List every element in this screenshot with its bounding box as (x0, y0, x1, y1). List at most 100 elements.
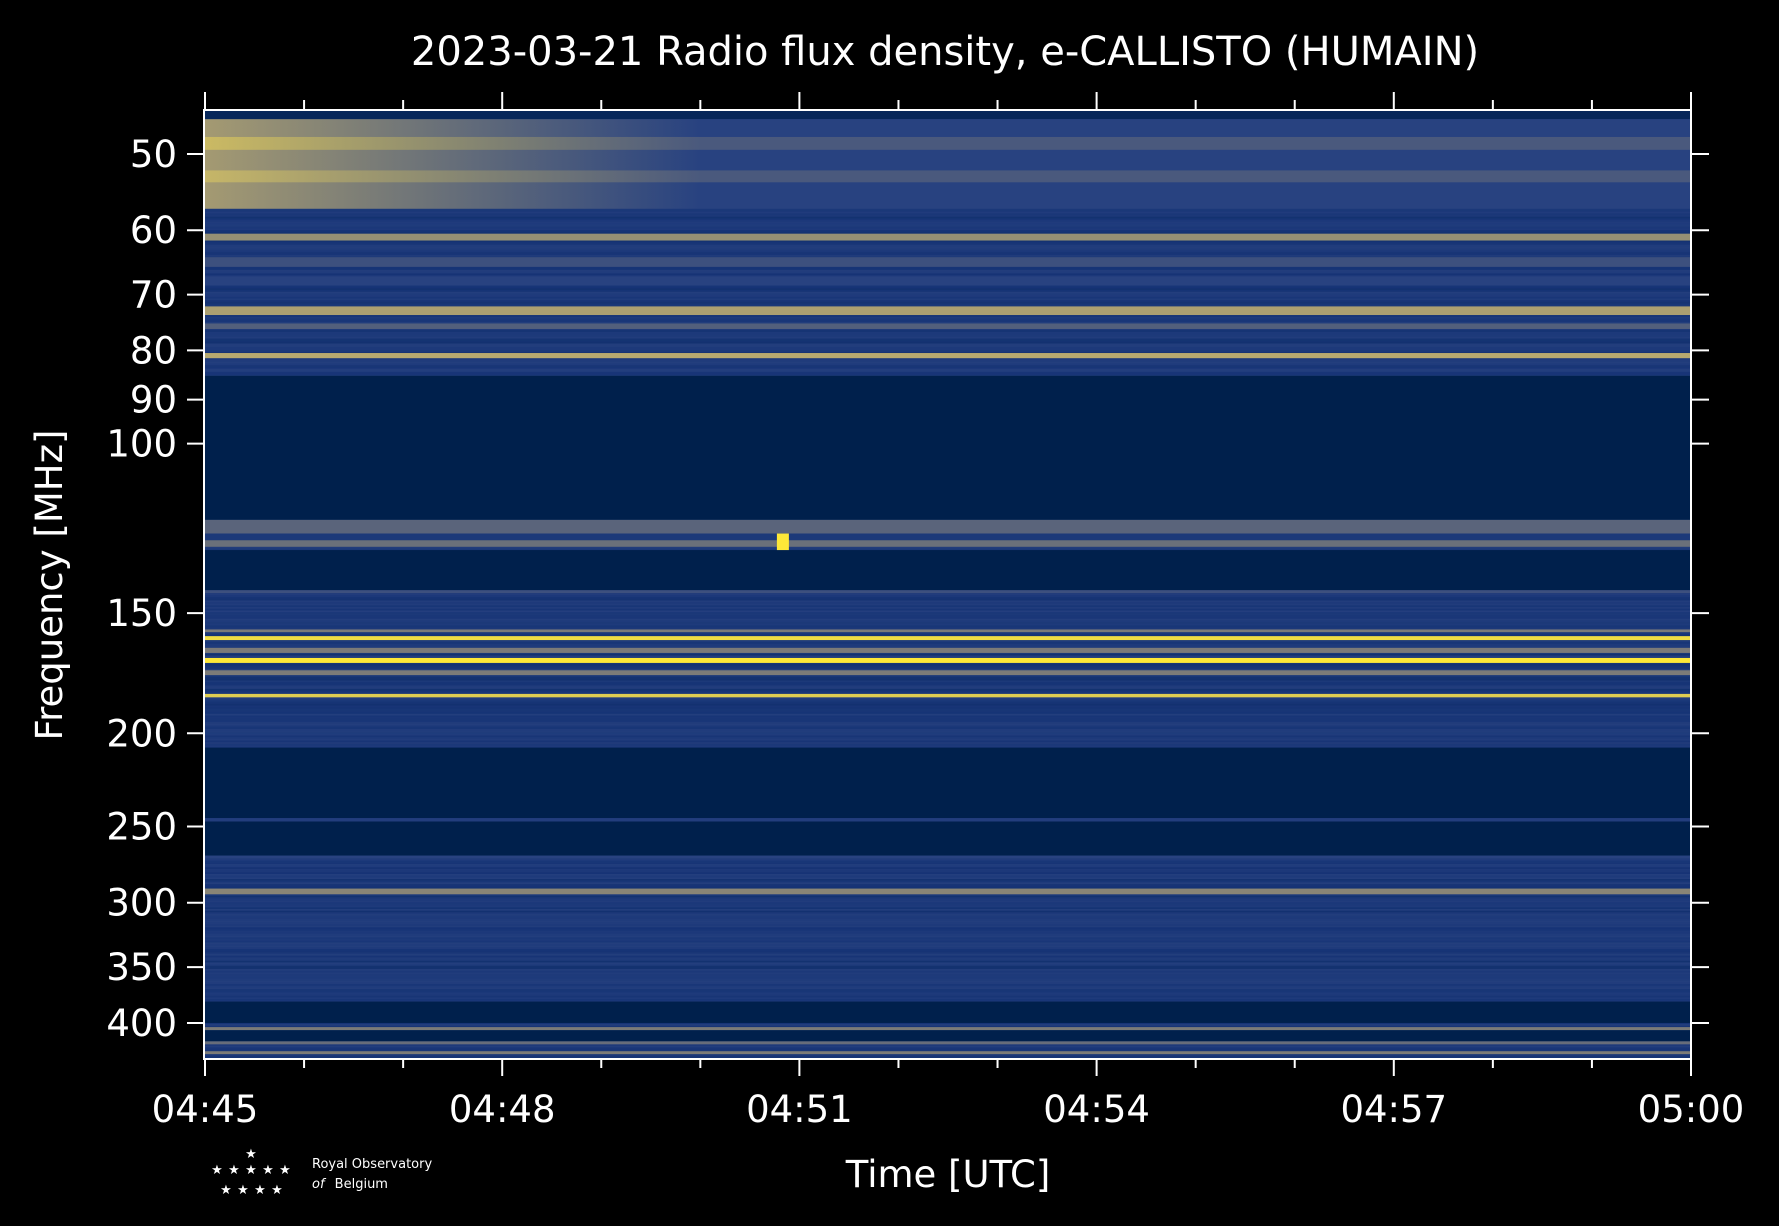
noise-row (205, 957, 1691, 960)
noise-row (205, 1044, 1691, 1046)
noise-row (205, 215, 1691, 217)
noise-row (205, 687, 1691, 689)
svg-text:★: ★ (271, 1183, 283, 1198)
noise-row (205, 713, 1691, 716)
noise-row (205, 645, 1691, 648)
noise-row (205, 929, 1691, 931)
frequency-band (205, 888, 1691, 895)
noise-row (205, 962, 1691, 965)
frequency-band (205, 533, 1691, 541)
noise-row (205, 268, 1691, 271)
noise-row (205, 315, 1691, 317)
noise-row (205, 997, 1691, 1000)
noise-row (205, 271, 1691, 274)
noise-row (205, 1054, 1691, 1056)
y-tick-label: 50 (130, 133, 177, 176)
noise-row (205, 1025, 1691, 1028)
noise-row (205, 608, 1691, 611)
noise-row (205, 989, 1691, 991)
noise-row (205, 346, 1691, 349)
noise-row (205, 627, 1691, 629)
noise-row (205, 225, 1691, 227)
frequency-band (205, 647, 1691, 653)
noise-row (205, 331, 1691, 334)
noise-row (205, 595, 1691, 598)
noise-row (205, 610, 1691, 613)
frequency-band (205, 818, 1691, 822)
noise-row (205, 723, 1691, 726)
noise-row (205, 740, 1691, 743)
frequency-band (205, 540, 1691, 547)
frequency-band (205, 657, 1691, 663)
noise-row (205, 884, 1691, 886)
noise-row (205, 1024, 1691, 1026)
frequency-band (205, 170, 1691, 183)
noise-row (205, 910, 1691, 913)
noise-row (205, 920, 1691, 923)
y-tick-label: 100 (106, 423, 177, 466)
x-axis: 04:45 04:48 04:51 04:54 04:57 05:00 (152, 92, 1744, 1131)
noise-row (205, 253, 1691, 256)
noise-row (205, 683, 1691, 686)
noise-row (205, 363, 1691, 366)
svg-text:★: ★ (237, 1183, 249, 1198)
noise-row (205, 248, 1691, 251)
noise-row (205, 351, 1691, 354)
noise-row (205, 977, 1691, 980)
noise-row (205, 361, 1691, 364)
noise-row (205, 738, 1691, 741)
noise-row (205, 348, 1691, 351)
noise-row (205, 733, 1691, 736)
noise-row (205, 360, 1691, 362)
noise-row (205, 690, 1691, 693)
noise-row (205, 874, 1691, 876)
noise-row (205, 653, 1691, 656)
noise-row (205, 643, 1691, 646)
noise-row (205, 900, 1691, 903)
frequency-band (205, 233, 1691, 241)
y-tick-label: 80 (130, 329, 177, 372)
noise-row (205, 745, 1691, 748)
noise-row (205, 727, 1691, 729)
noise-row (205, 959, 1691, 961)
noise-row (205, 266, 1691, 269)
noise-row (205, 368, 1691, 371)
noise-row (205, 868, 1691, 871)
y-tick-label: 400 (106, 1002, 177, 1045)
noise-row (205, 603, 1691, 606)
x-tick-label: 04:48 (449, 1088, 556, 1131)
noise-row (205, 925, 1691, 928)
noise-row (205, 992, 1691, 995)
noise-row (205, 737, 1691, 739)
noise-row (205, 865, 1691, 868)
noise-row (205, 895, 1691, 898)
noise-row (205, 872, 1691, 874)
noise-row (205, 597, 1691, 599)
noise-row (205, 290, 1691, 292)
noise-row (205, 662, 1691, 664)
noise-row (205, 700, 1691, 703)
noise-row (205, 593, 1691, 596)
frequency-band (205, 855, 1691, 859)
noise-row (205, 338, 1691, 341)
noise-row (205, 894, 1691, 896)
noise-row (205, 919, 1691, 921)
noise-row (205, 286, 1691, 289)
noise-row (205, 728, 1691, 731)
noise-row (205, 725, 1691, 728)
noise-row (205, 940, 1691, 943)
noise-row (205, 321, 1691, 324)
frequency-band (205, 670, 1691, 676)
frequency-band (205, 257, 1691, 267)
noise-row (205, 246, 1691, 249)
noise-row (205, 318, 1691, 321)
noise-row (205, 678, 1691, 681)
noise-row (205, 730, 1691, 733)
noise-row (205, 688, 1691, 691)
noise-row (205, 879, 1691, 881)
noise-row (205, 230, 1691, 232)
noise-row (205, 902, 1691, 905)
y-tick-label: 350 (106, 946, 177, 989)
x-axis-label: Time [UTC] (845, 1153, 1051, 1196)
